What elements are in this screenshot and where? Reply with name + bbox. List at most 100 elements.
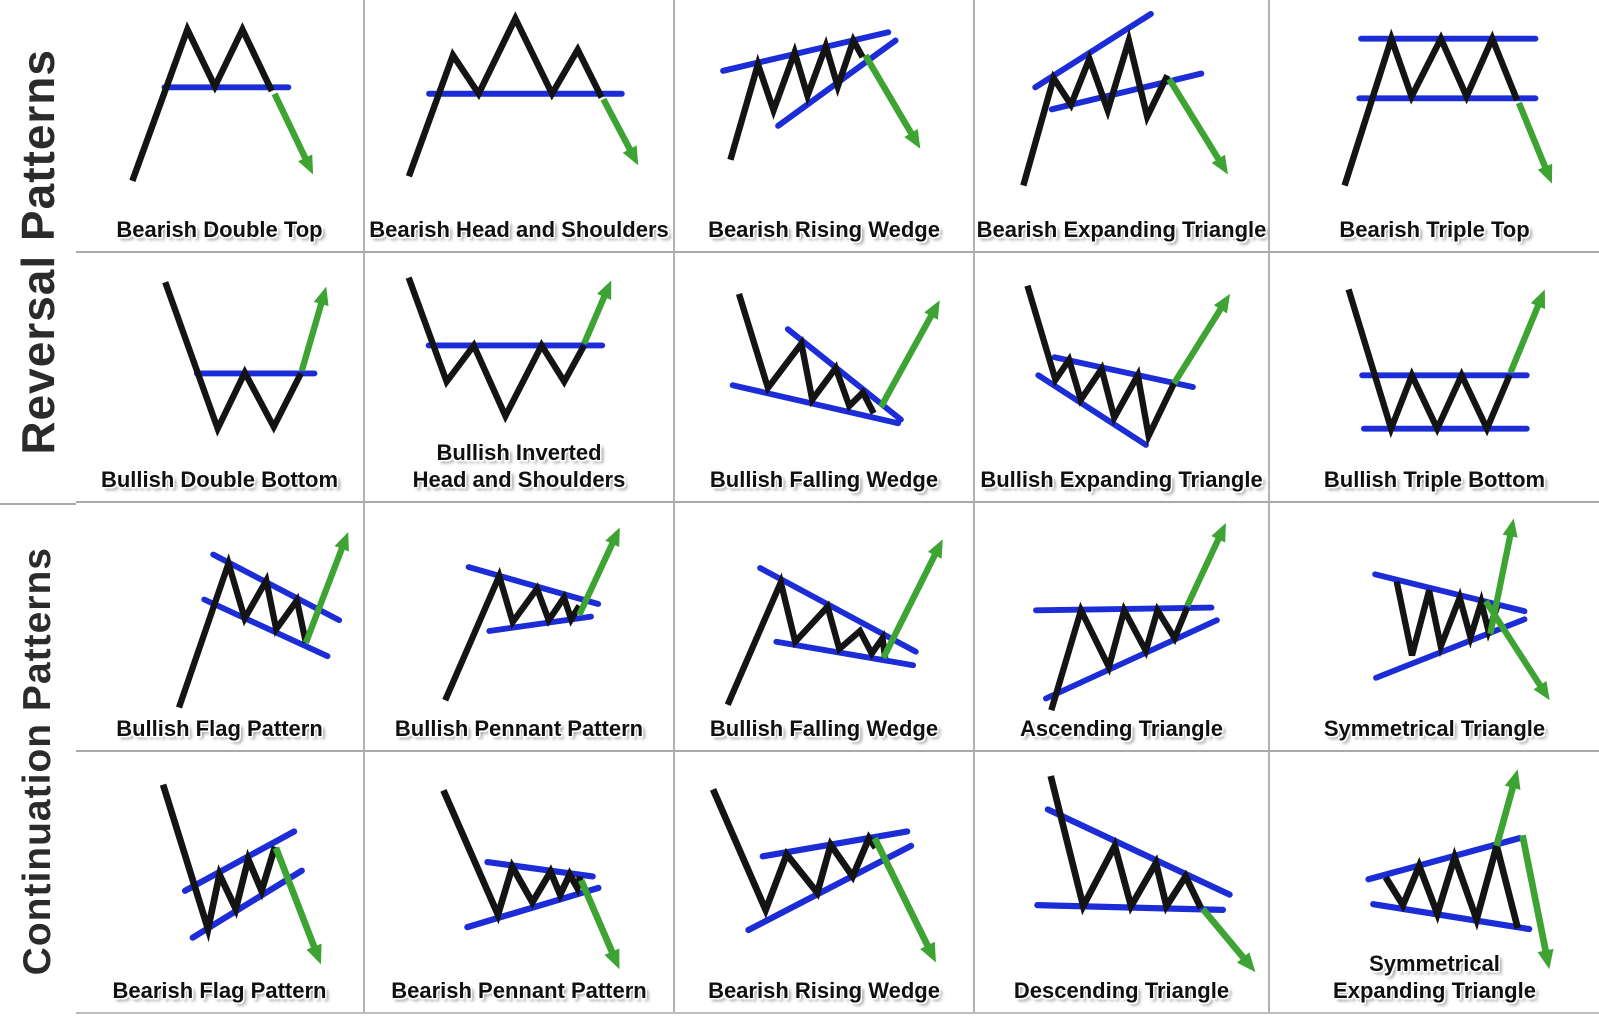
price-line bbox=[1048, 601, 1191, 712]
breakout-arrow-up-icon bbox=[878, 300, 940, 409]
price-line bbox=[1020, 28, 1171, 187]
breakout-arrow-up-icon bbox=[1507, 289, 1546, 374]
pattern-cell-bearish-flag-pattern: Bearish Flag Pattern bbox=[76, 752, 365, 1014]
trend-line bbox=[1370, 901, 1533, 933]
pattern-cell-bullish-flag-pattern: Bullish Flag Pattern bbox=[76, 503, 365, 752]
pattern-label: Bearish Expanding Triangle bbox=[976, 217, 1267, 243]
pattern-label: Bullish Falling Wedge bbox=[709, 467, 939, 493]
reversal-patterns-title: Reversal Patterns bbox=[12, 48, 64, 455]
price-line bbox=[1047, 775, 1204, 916]
bull_pennant-diagram bbox=[442, 527, 620, 702]
bear_pennant-diagram bbox=[440, 789, 620, 970]
ascending_triangle-diagram bbox=[1033, 523, 1226, 712]
breakout-arrow-up-icon bbox=[581, 280, 612, 345]
trend-line bbox=[1044, 806, 1233, 898]
trend-line bbox=[201, 596, 331, 660]
trend-line bbox=[181, 828, 298, 894]
price-line bbox=[405, 11, 605, 178]
trend-line bbox=[1372, 571, 1528, 615]
price-line bbox=[735, 292, 877, 415]
trend-line bbox=[757, 565, 919, 655]
price-line bbox=[1341, 28, 1521, 187]
pattern-label: Bullish Pennant Pattern bbox=[394, 716, 644, 742]
pattern-label: Bearish Double Top bbox=[116, 217, 323, 243]
price-line bbox=[1382, 832, 1521, 931]
trend-line bbox=[1373, 616, 1528, 681]
pattern-label: Symmetrical Triangle bbox=[1323, 716, 1546, 742]
price-line bbox=[159, 783, 279, 943]
trend-line bbox=[1035, 372, 1149, 448]
breakout-arrow-down-icon bbox=[1483, 599, 1550, 701]
pattern-cell-bullish-triple-bottom: Bullish Triple Bottom bbox=[1270, 253, 1599, 503]
breakout-arrow-down-icon bbox=[271, 92, 314, 175]
continuation-section-title-area: Continuation Patterns bbox=[0, 505, 76, 1018]
pattern-cell-bearish-pennant-pattern: Bearish Pennant Pattern bbox=[365, 752, 675, 1014]
symmetrical_triangle-diagram bbox=[1372, 518, 1550, 701]
pattern-label: Ascending Triangle bbox=[1020, 716, 1223, 742]
pattern-label: Bearish Rising Wedge bbox=[708, 217, 940, 243]
triple_bottom-diagram bbox=[1345, 288, 1546, 439]
breakout-arrow-down-icon bbox=[272, 846, 322, 965]
trend-line bbox=[773, 638, 917, 669]
falling_wedge_bottom-diagram bbox=[729, 292, 940, 427]
bear_rising_wedge2-diagram bbox=[709, 788, 936, 963]
reversal-section-title-area: Reversal Patterns bbox=[0, 0, 76, 505]
expanding_triangle_down-diagram bbox=[1024, 284, 1231, 448]
breakout-arrow-up-icon bbox=[298, 286, 329, 372]
breakout-arrow-down-icon bbox=[1515, 101, 1553, 184]
pattern-cell-descending-triangle: Descending Triangle bbox=[975, 752, 1270, 1014]
trend-line bbox=[729, 382, 902, 427]
pattern-cell-bullish-expanding-triangle: Bullish Expanding Triangle bbox=[975, 253, 1270, 503]
bear_flag-diagram bbox=[159, 783, 322, 965]
price-line bbox=[709, 788, 879, 919]
pattern-cell-bullish-falling-wedge: Bullish Falling Wedge bbox=[675, 503, 975, 752]
pattern-cell-bearish-triple-top: Bearish Triple Top bbox=[1270, 0, 1599, 253]
breakout-arrow-down-icon bbox=[1200, 906, 1256, 973]
breakout-arrow-up-icon bbox=[1184, 523, 1226, 608]
pattern-label: Bearish Head and Shoulders bbox=[369, 217, 669, 243]
breakout-arrow-up-icon bbox=[1493, 769, 1521, 847]
pattern-label: Symmetrical Expanding Triangle bbox=[1333, 951, 1536, 1004]
breakout-arrow-up-icon bbox=[576, 527, 620, 617]
pattern-label: Bearish Rising Wedge bbox=[708, 978, 940, 1004]
pattern-grid: Bearish Double Top Bearish Head and Shoul… bbox=[76, 0, 1599, 1018]
bull_falling_wedge2-diagram bbox=[724, 539, 943, 707]
pattern-label: Bullish Inverted Head and Shoulders bbox=[412, 440, 626, 493]
triple_top-diagram bbox=[1341, 28, 1553, 187]
breakout-arrow-up-icon bbox=[302, 532, 349, 644]
pattern-cell-bearish-expanding-triangle: Bearish Expanding Triangle bbox=[975, 0, 1270, 253]
price-line bbox=[405, 276, 587, 424]
price-line bbox=[1345, 288, 1513, 439]
pattern-label: Bearish Flag Pattern bbox=[112, 978, 327, 1004]
pattern-label: Bearish Triple Top bbox=[1339, 217, 1530, 243]
breakout-arrow-down-icon bbox=[600, 97, 639, 166]
pattern-cell-ascending-triangle: Ascending Triangle bbox=[975, 503, 1270, 752]
pattern-label: Bullish Double Bottom bbox=[100, 467, 339, 493]
breakout-arrow-down-icon bbox=[578, 878, 620, 970]
pattern-label: Descending Triangle bbox=[1013, 978, 1230, 1004]
double_bottom-diagram bbox=[162, 281, 329, 437]
pattern-cell-bearish-double-top: Bearish Double Top bbox=[76, 0, 365, 253]
price-line bbox=[162, 281, 304, 437]
sym_expanding_triangle-diagram bbox=[1365, 769, 1554, 970]
price-line bbox=[727, 32, 866, 161]
price-line bbox=[724, 572, 889, 707]
pattern-label: Bullish Triple Bottom bbox=[1323, 467, 1546, 493]
price-line bbox=[129, 21, 275, 182]
rising_wedge_top-diagram bbox=[720, 29, 921, 161]
price-line bbox=[1393, 580, 1501, 658]
expanding_triangle_up-diagram bbox=[1020, 10, 1228, 187]
breakout-arrow-down-icon bbox=[1166, 77, 1228, 175]
pattern-cell-bearish-rising-wedge: Bearish Rising Wedge bbox=[675, 752, 975, 1014]
breakout-arrow-down-icon bbox=[862, 53, 921, 149]
pattern-label: Bearish Pennant Pattern bbox=[391, 978, 647, 1004]
breakout-arrow-down-icon bbox=[1519, 834, 1554, 970]
pattern-cell-bearish-head-and-shoulders: Bearish Head and Shoulders bbox=[365, 0, 675, 253]
section-title-column: Reversal Patterns Continuation Patterns bbox=[0, 0, 76, 1018]
trend-line bbox=[465, 564, 602, 607]
price-line bbox=[1024, 284, 1177, 447]
trend-line bbox=[1042, 617, 1220, 702]
pattern-cell-bearish-rising-wedge: Bearish Rising Wedge bbox=[675, 0, 975, 253]
pattern-label: Bullish Flag Pattern bbox=[116, 716, 323, 742]
